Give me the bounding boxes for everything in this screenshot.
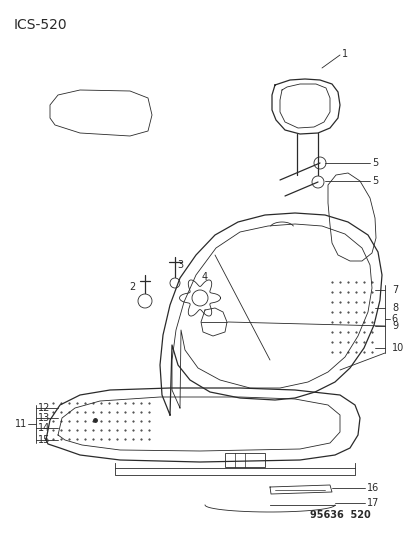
Text: 14: 14 bbox=[38, 423, 50, 433]
Text: 3: 3 bbox=[177, 260, 183, 270]
Text: 13: 13 bbox=[38, 413, 50, 423]
Text: 5: 5 bbox=[371, 176, 377, 186]
Text: 11: 11 bbox=[15, 419, 27, 429]
Text: 4: 4 bbox=[202, 272, 208, 282]
Text: 15: 15 bbox=[38, 435, 50, 445]
Text: 5: 5 bbox=[371, 158, 377, 168]
Text: 6: 6 bbox=[390, 314, 396, 324]
Text: 7: 7 bbox=[391, 285, 397, 295]
Text: 9: 9 bbox=[391, 321, 397, 331]
Text: 2: 2 bbox=[129, 282, 136, 292]
Text: 17: 17 bbox=[366, 498, 378, 508]
Bar bbox=[224, 453, 264, 467]
Polygon shape bbox=[50, 90, 152, 136]
Text: 12: 12 bbox=[38, 403, 50, 413]
Text: ICS-520: ICS-520 bbox=[14, 18, 67, 32]
Text: 1: 1 bbox=[341, 49, 347, 59]
Text: 16: 16 bbox=[366, 483, 378, 493]
Text: 8: 8 bbox=[391, 303, 397, 313]
Polygon shape bbox=[327, 173, 375, 261]
Text: 10: 10 bbox=[391, 343, 403, 353]
Text: 95636  520: 95636 520 bbox=[309, 510, 370, 520]
